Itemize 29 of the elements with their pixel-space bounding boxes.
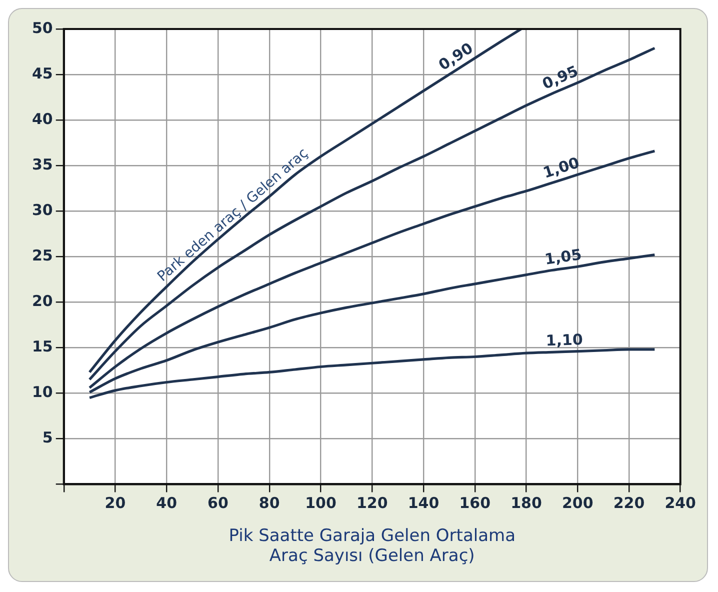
- x-tick-label: 160: [459, 494, 491, 512]
- y-tick-label: 20: [32, 292, 53, 310]
- x-tick-label: 200: [562, 494, 594, 512]
- text: 1,05: [544, 245, 583, 268]
- x-tick-label: 180: [510, 494, 542, 512]
- y-tick-label: 40: [32, 110, 53, 128]
- series-label: 1,10: [546, 330, 584, 350]
- line-series: [88, 29, 522, 374]
- y-tick-label: 15: [32, 338, 53, 356]
- y-tick-label: 50: [32, 18, 53, 37]
- x-axis-title: Pik Saatte Garaja Gelen Ortalama Araç Sayısı (Gelen Araç): [228, 526, 516, 566]
- x-tick-label: 120: [356, 494, 388, 512]
- y-tick-label: 35: [32, 155, 53, 174]
- text: 0,95: [540, 62, 581, 94]
- line-series: [88, 348, 656, 400]
- y-tick-label: 5: [42, 428, 53, 447]
- y-tick-label: 10: [32, 383, 53, 402]
- x-tick-label: 40: [156, 494, 178, 512]
- x-tick-label: 60: [208, 494, 228, 512]
- text: 1,00: [540, 154, 582, 182]
- x-tick-label: 80: [258, 494, 280, 512]
- x-tick-label: 220: [613, 494, 645, 512]
- x-tick-label: 140: [408, 494, 440, 512]
- y-tick-label: 25: [32, 246, 53, 264]
- y-tick-label: 45: [32, 64, 53, 82]
- x-tick-label: 240: [664, 494, 696, 512]
- y-tick-label: 30: [32, 200, 53, 219]
- x-tick-label: 100: [305, 494, 336, 512]
- x-tick-label: 20: [104, 494, 126, 512]
